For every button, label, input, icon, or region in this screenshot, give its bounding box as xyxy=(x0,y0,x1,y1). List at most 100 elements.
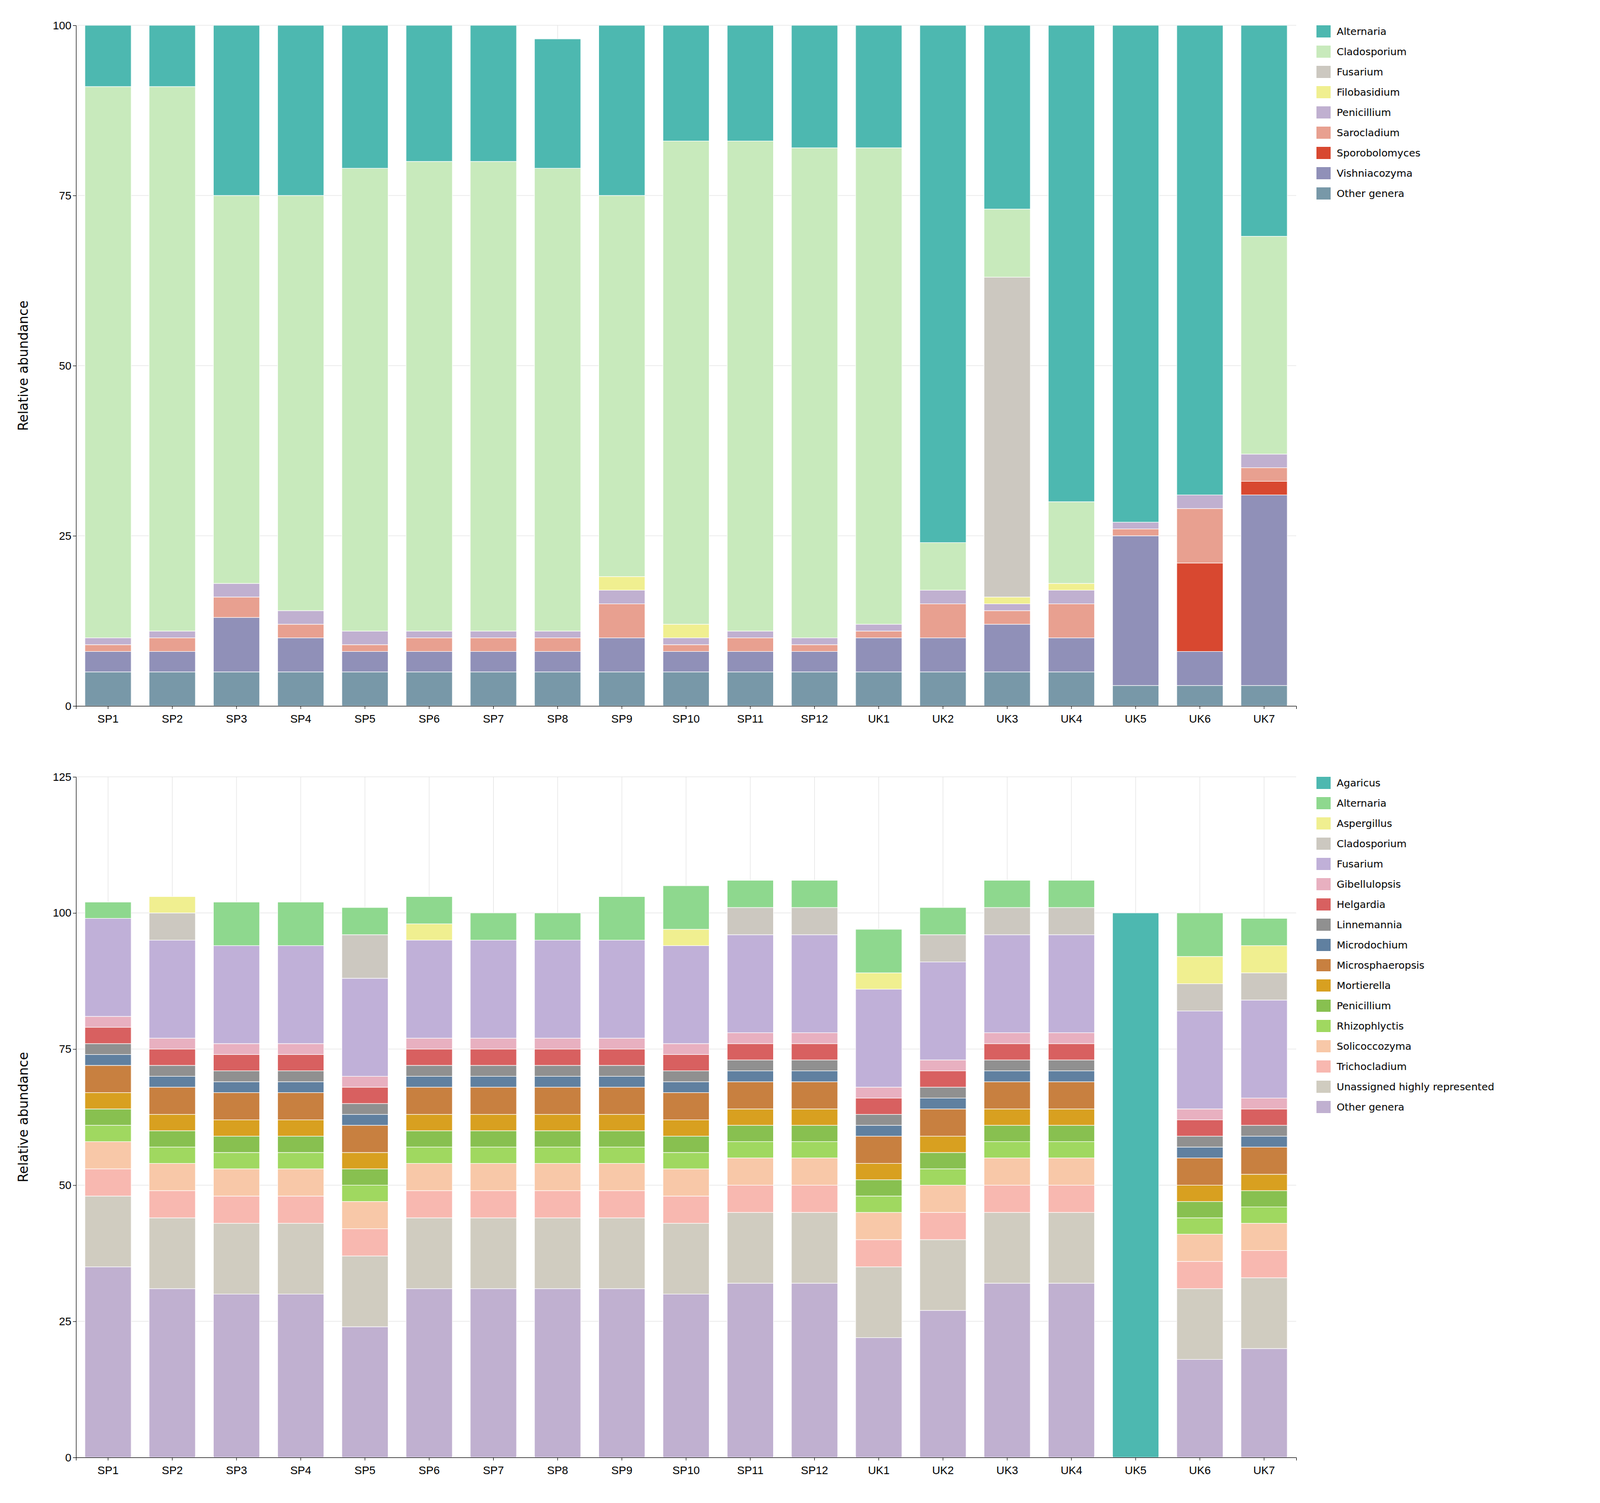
bar-segment xyxy=(213,671,260,706)
y-tick-mark xyxy=(72,912,76,914)
legend-item: Mortierella xyxy=(1316,979,1391,992)
bar-segment xyxy=(470,1037,517,1050)
bar-segment xyxy=(1176,1119,1223,1136)
legend-label: Penicillium xyxy=(1336,999,1391,1012)
bar-segment xyxy=(1048,1108,1095,1126)
bar-segment xyxy=(1241,918,1288,946)
x-tick-label: UK2 xyxy=(932,1463,954,1477)
x-tick-label: SP1 xyxy=(97,712,119,726)
bar-segment xyxy=(534,1163,581,1191)
bar-segment xyxy=(85,1266,132,1458)
bar-segment xyxy=(534,1114,581,1131)
x-tick-mark xyxy=(428,705,430,709)
bar-segment xyxy=(727,671,774,706)
bar-segment xyxy=(855,1195,902,1213)
x-tick-label: SP1 xyxy=(97,1463,119,1477)
x-tick-mark xyxy=(814,1457,815,1461)
x-tick: SP7 xyxy=(483,1457,505,1477)
x-tick: UK5 xyxy=(1124,705,1147,726)
bar-segment xyxy=(598,1114,645,1131)
legend-label: Penicillium xyxy=(1336,106,1391,119)
x-axis-line xyxy=(76,1457,1297,1461)
series xyxy=(85,671,1288,706)
bar-segment xyxy=(727,907,774,935)
bar-segment xyxy=(341,1184,388,1202)
bar-segment xyxy=(149,1288,196,1458)
bar-segment xyxy=(406,896,453,925)
bar-segment xyxy=(1048,880,1095,908)
x-tick-mark xyxy=(1135,1457,1136,1461)
x-tick-mark xyxy=(172,1457,173,1461)
series xyxy=(85,86,1288,638)
bar-segment xyxy=(662,637,709,645)
legend-item: Cladosporium xyxy=(1316,45,1407,58)
bar-segment xyxy=(598,195,645,577)
y-tick-label: 25 xyxy=(59,529,72,543)
y-tick-label: 0 xyxy=(65,699,72,713)
bar-segment xyxy=(213,1043,260,1055)
bar-segment xyxy=(662,1043,709,1055)
legend-swatch xyxy=(1316,979,1331,992)
x-tick: UK5 xyxy=(1124,1457,1147,1477)
bar-segment xyxy=(277,1081,324,1093)
bar-segment xyxy=(920,25,967,543)
bar-segment xyxy=(1048,671,1095,706)
bar-segment xyxy=(85,1043,132,1055)
x-tick-mark xyxy=(749,1457,751,1461)
bar-segment xyxy=(920,1168,967,1185)
legend-label: Sarocladium xyxy=(1336,126,1400,139)
bar-segment xyxy=(727,1283,774,1458)
legend-swatch xyxy=(1316,86,1331,99)
x-tick-label: SP5 xyxy=(354,712,376,726)
legend-item: Gibellulopsis xyxy=(1316,877,1402,891)
bar-segment xyxy=(791,1032,838,1044)
x-tick: SP1 xyxy=(97,1457,119,1477)
x-tick-label: SP2 xyxy=(161,712,183,726)
legend-item: Sporobolomyces xyxy=(1316,146,1421,159)
bar-segment xyxy=(598,671,645,706)
x-tick-label: SP9 xyxy=(611,1463,633,1477)
bar-segment xyxy=(727,1141,774,1158)
x-tick-mark xyxy=(236,1457,237,1461)
bar-segment xyxy=(534,1146,581,1164)
bar-segment xyxy=(920,542,967,590)
bar-segment xyxy=(855,671,902,706)
bar-segment xyxy=(662,624,709,638)
panel: SP1SP2SP3SP4SP5SP6SP7SP8SP9SP10SP11SP12U… xyxy=(15,770,1495,1477)
legend-label: Aspergillus xyxy=(1336,817,1392,830)
bar-segment xyxy=(855,988,902,1088)
bar-segment xyxy=(406,1288,453,1458)
y-tick: 0 xyxy=(65,1451,76,1464)
bar-segment xyxy=(406,1075,453,1088)
bar-segment xyxy=(1241,1174,1288,1191)
bar-segment xyxy=(984,276,1031,597)
legend-swatch xyxy=(1316,817,1331,830)
legend-item: Sarocladium xyxy=(1316,126,1400,139)
x-tick: SP8 xyxy=(547,1457,569,1477)
x-tick-mark xyxy=(1199,705,1200,709)
bar-segment xyxy=(791,25,838,148)
x-tick-mark xyxy=(1263,705,1265,709)
bar-segment xyxy=(85,644,132,652)
legend-label: Sporobolomyces xyxy=(1336,146,1421,159)
bar-segment xyxy=(791,880,838,881)
bar-segment xyxy=(1048,1157,1095,1186)
bar-segment xyxy=(341,1168,388,1185)
bar-segment xyxy=(662,1168,709,1196)
bar-segment xyxy=(984,1125,1031,1142)
legend-swatch xyxy=(1316,45,1331,58)
bar-segment xyxy=(149,25,196,87)
bar-segment xyxy=(598,940,645,1039)
legend-item: Vishniacozyma xyxy=(1316,167,1413,180)
bar-segment xyxy=(920,1097,967,1109)
bar-segment xyxy=(727,1212,774,1284)
bar-segment xyxy=(277,1119,324,1136)
bar-segment xyxy=(1176,912,1223,957)
bar-segment xyxy=(341,25,388,169)
bar-segment xyxy=(341,168,388,631)
y-tick-mark xyxy=(72,1457,76,1458)
series xyxy=(85,1092,1288,1202)
bar-segment xyxy=(984,603,1031,611)
x-tick-mark xyxy=(621,705,623,709)
bar-segment xyxy=(662,1081,709,1093)
